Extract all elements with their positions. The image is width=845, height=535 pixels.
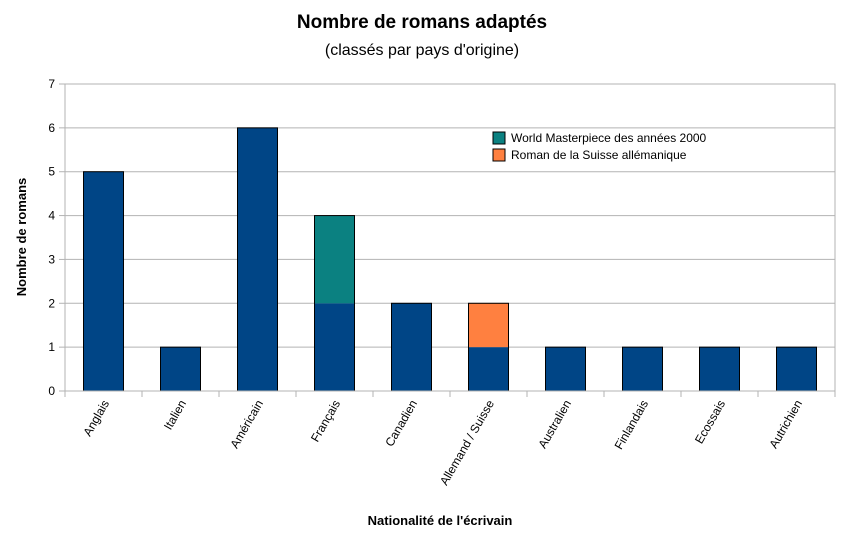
bar-segment (160, 347, 201, 391)
bars (83, 127, 817, 392)
y-tick-labels: 0 1 2 3 4 5 6 7 (48, 77, 55, 398)
legend-swatch (492, 148, 506, 162)
bar-segment (237, 127, 278, 391)
x-tick-label: Canadien (382, 398, 420, 449)
legend-swatch (492, 131, 506, 145)
y-axis-label: Nombre de romans (14, 178, 29, 296)
y-tick-label: 2 (48, 296, 55, 310)
bar-segment (776, 347, 817, 391)
legend-label: Roman de la Suisse allémanique (511, 148, 687, 162)
y-tick-label: 6 (48, 121, 55, 135)
x-tick-label: Français (308, 398, 343, 445)
chart-title: Nombre de romans adaptés (297, 12, 547, 33)
bar-segment (83, 171, 124, 391)
y-tick-label: 4 (48, 209, 55, 223)
chart-subtitle: (classés par pays d'origine) (325, 42, 519, 59)
x-tick-label: Italien (161, 398, 189, 433)
x-tick-label: Anglais (80, 398, 112, 439)
y-tick-label: 3 (48, 252, 55, 266)
legend: World Masterpiece des années 2000 Roman d… (492, 131, 707, 162)
x-axis-label: Nationalité de l'écrivain (368, 513, 513, 528)
x-tick-label: Autrichien (766, 398, 805, 451)
bar-segment (314, 215, 355, 304)
legend-label: World Masterpiece des années 2000 (511, 131, 707, 145)
bar-segment (468, 303, 509, 348)
x-tick-label: Américain (227, 398, 266, 451)
axes (64, 83, 836, 397)
gridlines (59, 83, 835, 392)
y-tick-label: 1 (48, 340, 55, 354)
bar-segment (314, 303, 355, 391)
bar-segment (468, 347, 509, 391)
x-tick-label: Ecossais (692, 398, 728, 447)
plot-frame (64, 83, 836, 392)
x-tick-label: Allemand / Suisse (437, 397, 497, 487)
bar-segment (545, 347, 586, 391)
y-tick-label: 0 (48, 384, 55, 398)
x-tick-labels: Anglais Italien Américain Français Canadien A… (80, 397, 805, 487)
bar-segment (391, 303, 432, 391)
x-tick-label: Australien (535, 398, 574, 451)
bar-segment (699, 347, 740, 391)
x-tick-label: Finlandais (612, 398, 651, 452)
bar-segment (622, 347, 663, 391)
y-tick-label: 5 (48, 165, 55, 179)
y-tick-label: 7 (48, 77, 55, 91)
